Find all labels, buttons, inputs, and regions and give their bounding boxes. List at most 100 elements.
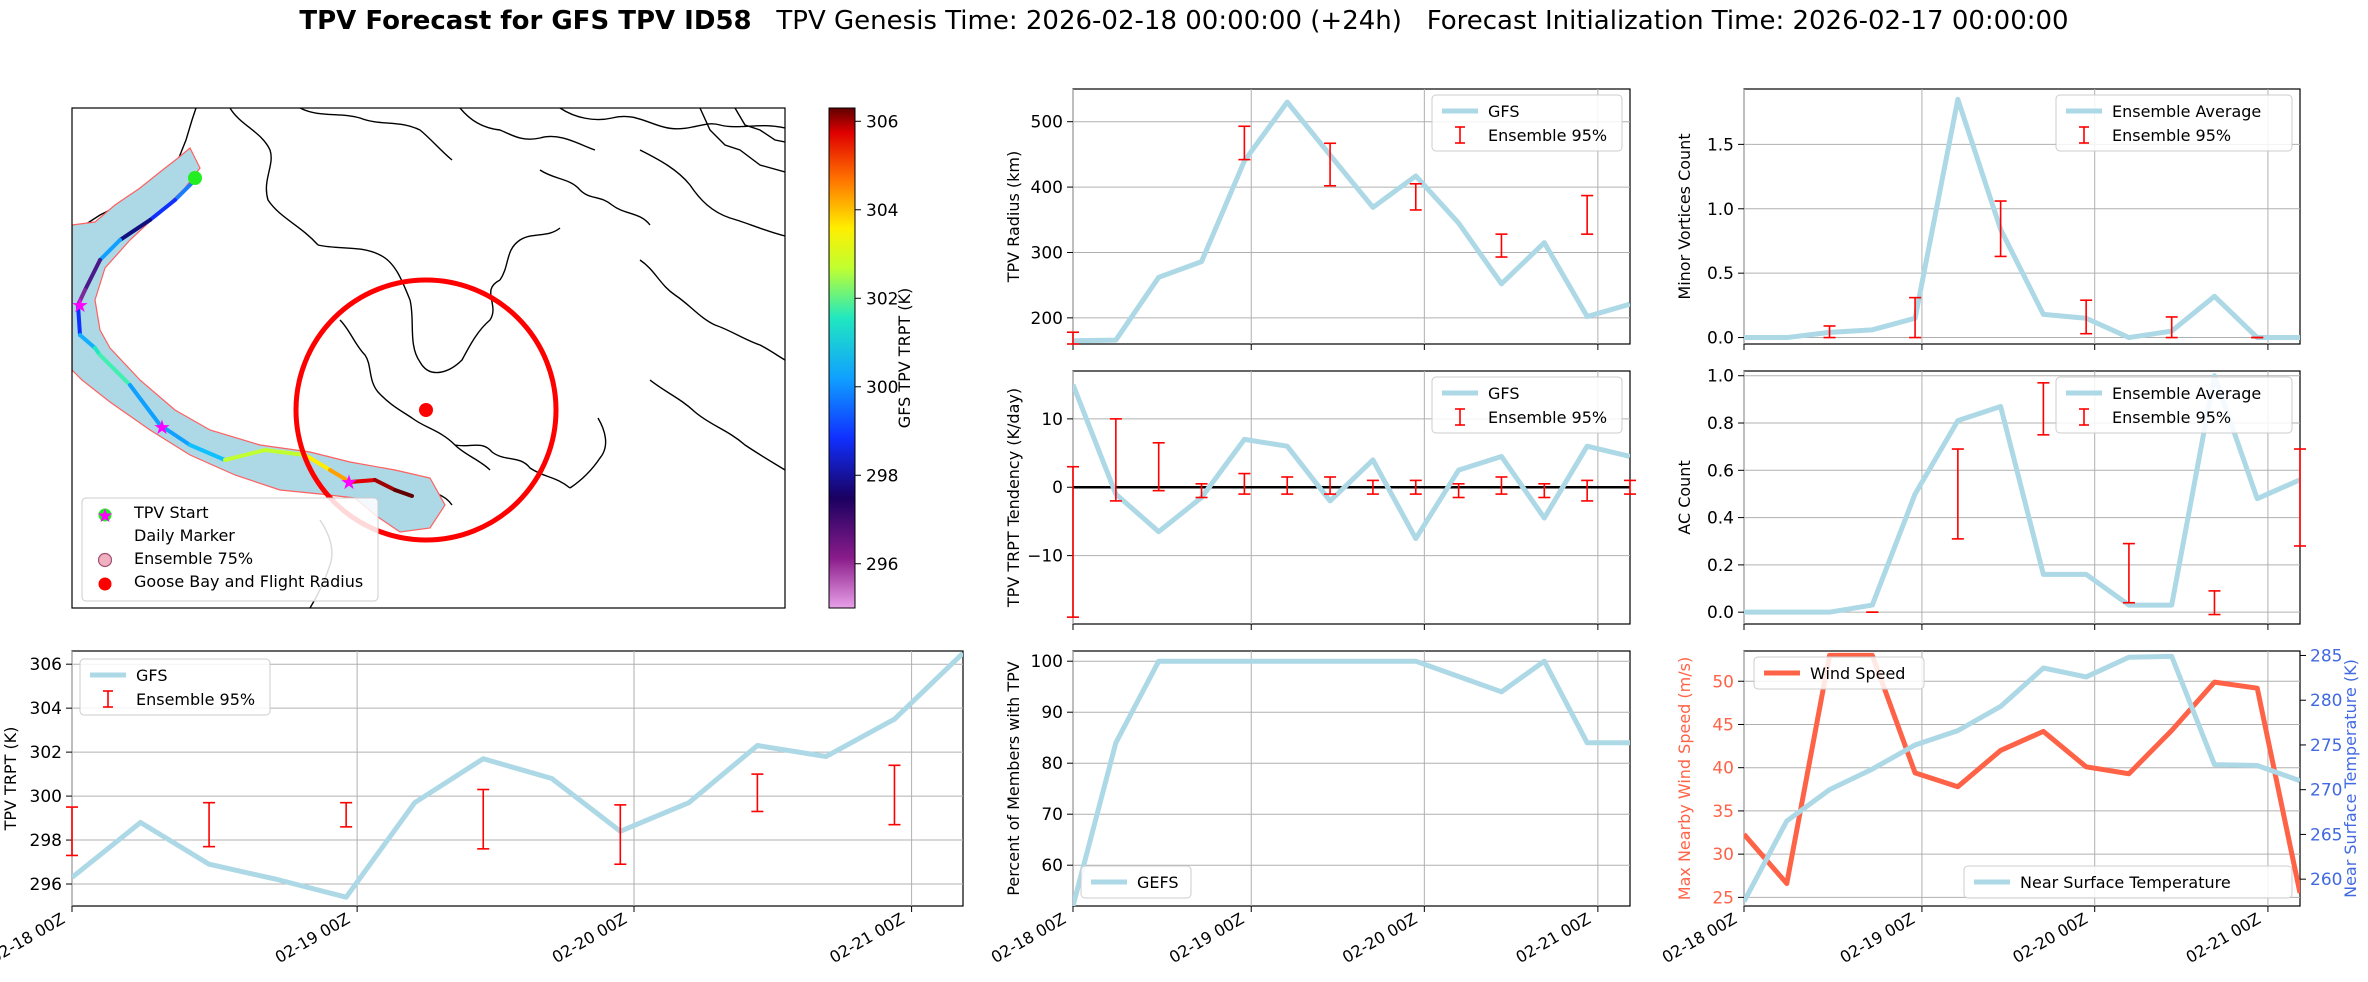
errorbar bbox=[1324, 142, 1337, 187]
y-axis-label: TPV Radius (km) bbox=[1004, 151, 1023, 284]
y-tick-label: 80 bbox=[1041, 754, 1063, 774]
errorbar bbox=[2037, 382, 2050, 436]
errorbar bbox=[1238, 125, 1251, 161]
errorbar bbox=[340, 801, 353, 828]
tpv-start-marker bbox=[188, 171, 202, 185]
errorbar bbox=[1409, 479, 1422, 495]
y-tick-label: 45 bbox=[1712, 715, 1734, 735]
daily-marker-2: ★ bbox=[153, 415, 171, 439]
legend-minor: Ensemble Average Ensemble 95% bbox=[2055, 94, 2293, 152]
errorbar bbox=[614, 804, 627, 866]
y-tick-label: 306 bbox=[30, 655, 62, 675]
x-tick-label: 02-18 00Z bbox=[988, 909, 1069, 967]
legend-ac: Ensemble Average Ensemble 95% bbox=[2055, 376, 2293, 434]
chart-wind: 02-18 00Z 02-19 00Z 02-20 00Z 02-21 00Z 25 30… bbox=[1659, 646, 2360, 966]
series-line-wind-speed bbox=[1744, 652, 2300, 894]
y2-tick-label: 280 bbox=[2310, 691, 2342, 711]
flight-radius-circle bbox=[293, 277, 559, 543]
colorbar-tick-label: 306 bbox=[866, 112, 898, 132]
errorbar bbox=[1195, 483, 1208, 499]
errorbar bbox=[1109, 418, 1122, 502]
y-tick-label: 1.5 bbox=[1707, 135, 1734, 155]
x-tick-label: 02-20 00Z bbox=[1339, 909, 1420, 967]
y2-tick-label: 260 bbox=[2310, 870, 2342, 890]
y-tick-label: 90 bbox=[1041, 703, 1063, 723]
y-tick-label: −10 bbox=[1027, 547, 1063, 567]
y-tick-label: 200 bbox=[1031, 309, 1063, 329]
x-tick-label: 02-21 00Z bbox=[1513, 909, 1594, 967]
y-tick-label: 400 bbox=[1031, 178, 1063, 198]
y-axis-label: Max Nearby Wind Speed (m/s) bbox=[1675, 657, 1694, 900]
series-line-gfs bbox=[72, 651, 963, 900]
plot-area bbox=[1072, 650, 1631, 907]
x-tick-label: 02-19 00Z bbox=[1837, 909, 1918, 967]
errorbar bbox=[1324, 476, 1337, 495]
map-legend: ★ bbox=[81, 497, 379, 602]
errorbar bbox=[1067, 465, 1079, 618]
colorbar-label: GFS TPV TRPT (K) bbox=[895, 288, 914, 428]
colorbar-tick-label: 296 bbox=[866, 555, 898, 575]
errorbar bbox=[2294, 448, 2306, 547]
y-tick-label: 302 bbox=[30, 743, 62, 763]
errorbar bbox=[1452, 483, 1465, 499]
legend-label: Ensemble 95% bbox=[1488, 126, 1607, 145]
legend-label: Ensemble 95% bbox=[2112, 408, 2231, 427]
y-tick-label: 70 bbox=[1041, 805, 1063, 825]
y-axis-label: Minor Vortices Count bbox=[1675, 133, 1694, 299]
chart-trpt: 02-18 00Z 02-19 00Z 02-20 00Z 02-21 00Z 296 2… bbox=[0, 650, 964, 967]
figure-title-bold: TPV Forecast for GFS TPV ID58 bbox=[299, 6, 752, 36]
y-tick-label: 296 bbox=[30, 875, 62, 895]
colorbar-tick-label: 300 bbox=[866, 378, 898, 398]
errorbar bbox=[2122, 542, 2135, 604]
errorbar bbox=[1581, 194, 1594, 235]
y-tick-label: 40 bbox=[1712, 759, 1734, 779]
ensemble-75-envelope bbox=[72, 147, 446, 533]
x-tick-label: 02-19 00Z bbox=[1166, 909, 1247, 967]
map-legend-goose-bay: Goose Bay and Flight Radius bbox=[134, 572, 364, 591]
x-tick-label: 02-21 00Z bbox=[2183, 909, 2264, 967]
errorbar bbox=[1366, 479, 1379, 495]
y2-tick-label: 275 bbox=[2310, 736, 2342, 756]
y2-tick-label: 270 bbox=[2310, 781, 2342, 801]
y-tick-label: 0.0 bbox=[1707, 603, 1734, 623]
chart-radius: 200 300 400 500 TPV Radius (km) GFS Ensemble 9… bbox=[1004, 88, 1631, 350]
errorbar bbox=[751, 773, 764, 813]
colorbar-ticks: 296 298 300 302 304 306 bbox=[855, 112, 898, 575]
tpv-track bbox=[76, 178, 414, 498]
x-tick-label: 02-20 00Z bbox=[549, 909, 630, 967]
y-tick-label: 30 bbox=[1712, 845, 1734, 865]
y-tick-label: 35 bbox=[1712, 802, 1734, 822]
y-tick-label: 300 bbox=[1031, 243, 1063, 263]
colorbar-tick-label: 304 bbox=[866, 201, 898, 221]
errorbar bbox=[1281, 476, 1294, 495]
legend-label: Ensemble Average bbox=[2112, 384, 2261, 403]
y-tick-label: 1.0 bbox=[1707, 367, 1734, 387]
chart-members: 02-18 00Z 02-19 00Z 02-20 00Z 02-21 00Z 60 70… bbox=[988, 650, 1631, 967]
legend-label: GFS bbox=[1488, 102, 1519, 121]
errorbar bbox=[1624, 479, 1636, 495]
y-axis-label: AC Count bbox=[1675, 460, 1694, 534]
y2-tick-label: 265 bbox=[2310, 825, 2342, 845]
legend-label: Near Surface Temperature bbox=[2020, 873, 2231, 892]
y-tick-label: 100 bbox=[1031, 652, 1063, 672]
y2-axis-label: Near Surface Temperature (K) bbox=[2341, 659, 2360, 898]
errorbar bbox=[66, 806, 78, 857]
legend-label: Ensemble Average bbox=[2112, 102, 2261, 121]
y-tick-label: 60 bbox=[1041, 856, 1063, 876]
y-axis-label: TPV TRPT (K) bbox=[1, 727, 20, 832]
y-tick-label: 1.0 bbox=[1707, 200, 1734, 220]
chart-minor: 0.0 0.5 1.0 1.5 Minor Vortices Count Ensemble… bbox=[1675, 88, 2301, 350]
y-tick-label: 0.5 bbox=[1707, 264, 1734, 284]
y-tick-label: 0.8 bbox=[1707, 414, 1734, 434]
x-tick-label: 02-18 00Z bbox=[0, 909, 68, 967]
legend-wind: Wind Speed bbox=[1753, 656, 1925, 690]
series-line-near-surface-temperature bbox=[1744, 653, 2300, 903]
goose-bay-marker bbox=[419, 403, 433, 417]
legend-label: Ensemble 95% bbox=[1488, 408, 1607, 427]
errorbar bbox=[477, 788, 490, 850]
y-tick-label: 0.4 bbox=[1707, 509, 1734, 529]
legend-label: Wind Speed bbox=[1810, 664, 1905, 683]
y-tick-label: 0.2 bbox=[1707, 556, 1734, 576]
svg-text:★: ★ bbox=[96, 505, 113, 527]
legend-label: GFS bbox=[1488, 384, 1519, 403]
